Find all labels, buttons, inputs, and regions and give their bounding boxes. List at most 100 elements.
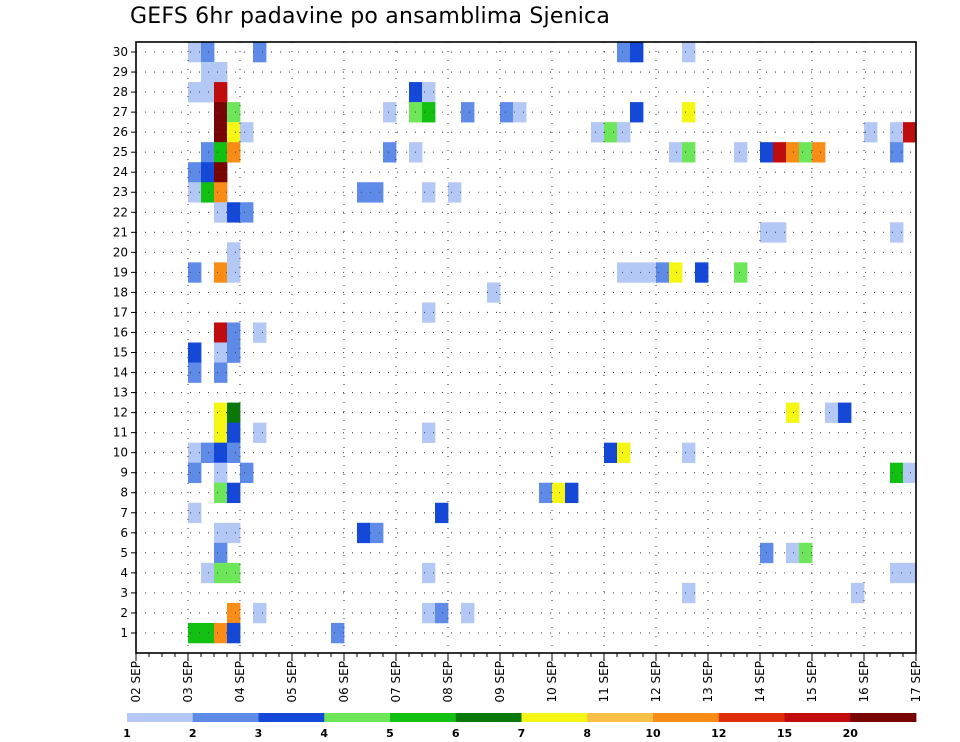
y-tick-label-11: 11	[113, 426, 128, 440]
colorbar-swatch-8	[587, 713, 654, 722]
cell-member-15-step-5	[188, 342, 202, 363]
cell-member-2-step-23	[422, 602, 436, 624]
cell-member-21-step-50	[773, 222, 787, 243]
colorbar-swatch-11	[784, 713, 851, 722]
x-tick-label-4: 06 SEP	[337, 661, 351, 703]
cell-member-23-step-23	[422, 182, 436, 203]
cell-member-1-step-16	[331, 622, 345, 644]
colorbar-label-6: 6	[452, 727, 460, 740]
cell-member-22-step-9	[240, 202, 254, 223]
cell-member-11-step-10	[253, 422, 267, 443]
cell-member-27-step-43	[682, 102, 696, 123]
cell-member-1-step-7	[214, 622, 228, 644]
cell-member-25-step-43	[682, 142, 696, 163]
cell-member-10-step-6	[201, 442, 215, 463]
cell-member-10-step-37	[604, 442, 618, 463]
cell-member-27-step-23	[422, 102, 436, 123]
colorbar-label-2: 2	[189, 727, 197, 740]
cell-member-26-step-37	[604, 122, 618, 143]
cell-member-14-step-5	[188, 362, 202, 383]
y-tick-label-8: 8	[120, 486, 128, 500]
cell-member-4-step-23	[422, 562, 436, 584]
cell-member-19-step-7	[214, 262, 228, 283]
cell-member-16-step-8	[227, 322, 241, 343]
y-tick-label-29: 29	[113, 65, 128, 79]
cell-member-25-step-50	[773, 142, 787, 163]
cell-member-5-step-51	[786, 542, 800, 564]
y-tick-label-12: 12	[113, 406, 128, 420]
x-tick-label-5: 07 SEP	[389, 661, 403, 703]
colorbar-swatch-3	[258, 713, 325, 722]
cell-member-25-step-6	[201, 142, 215, 163]
y-tick-label-7: 7	[120, 506, 128, 520]
y-tick-label-15: 15	[113, 346, 128, 360]
cell-member-16-step-7	[214, 322, 228, 343]
cell-member-29-step-6	[201, 62, 215, 83]
y-tick-label-10: 10	[113, 446, 128, 460]
cell-member-28-step-6	[201, 82, 215, 103]
colorbar-swatch-6	[455, 713, 522, 722]
cell-member-4-step-7	[214, 562, 228, 584]
cell-member-1-step-5	[188, 622, 202, 644]
colorbar-label-15: 15	[777, 727, 792, 740]
cell-member-25-step-59	[890, 142, 904, 163]
cell-member-4-step-60	[903, 562, 917, 584]
cell-member-25-step-42	[669, 142, 683, 163]
cell-member-23-step-7	[214, 182, 228, 203]
x-tick-label-13: 15 SEP	[805, 661, 819, 703]
cell-member-27-step-30	[513, 102, 527, 123]
y-tick-label-21: 21	[113, 225, 128, 239]
cell-member-26-step-9	[240, 122, 254, 143]
x-tick-label-6: 08 SEP	[441, 661, 455, 703]
cell-member-10-step-38	[617, 442, 631, 463]
cell-member-6-step-8	[227, 522, 241, 544]
cell-member-24-step-6	[201, 162, 215, 183]
cell-member-26-step-36	[591, 122, 605, 143]
cell-member-19-step-47	[734, 262, 748, 283]
cell-member-29-step-7	[214, 62, 228, 83]
cell-member-28-step-23	[422, 82, 436, 103]
cell-member-9-step-9	[240, 462, 254, 484]
y-tick-label-5: 5	[120, 546, 128, 560]
colorbar-label-10: 10	[645, 727, 661, 740]
y-tick-label-19: 19	[113, 265, 128, 279]
cell-member-25-step-7	[214, 142, 228, 163]
y-tick-label-17: 17	[113, 305, 128, 319]
cell-member-7-step-24	[435, 502, 449, 524]
y-tick-label-13: 13	[113, 386, 128, 400]
cell-member-11-step-8	[227, 422, 241, 443]
cell-member-9-step-60	[903, 462, 917, 484]
x-tick-label-15: 17 SEP	[909, 661, 923, 703]
x-tick-label-12: 14 SEP	[753, 661, 767, 703]
cell-member-12-step-54	[825, 402, 839, 423]
cell-member-11-step-7	[214, 422, 228, 443]
cell-member-8-step-8	[227, 482, 241, 504]
cell-member-11-step-23	[422, 422, 436, 443]
y-tick-label-2: 2	[120, 606, 128, 620]
y-tick-label-16: 16	[113, 325, 128, 339]
x-tick-label-11: 13 SEP	[701, 661, 715, 703]
colorbar-swatch-9	[653, 713, 720, 722]
y-tick-label-24: 24	[113, 165, 128, 179]
cell-member-30-step-39	[630, 42, 644, 63]
cell-member-19-step-39	[630, 262, 644, 283]
cell-member-1-step-6	[201, 622, 215, 644]
colorbar-swatch-10	[718, 713, 785, 722]
cell-member-30-step-43	[682, 42, 696, 63]
cell-member-25-step-53	[812, 142, 826, 163]
y-tick-label-23: 23	[113, 185, 128, 199]
cell-member-27-step-8	[227, 102, 241, 123]
cell-member-25-step-51	[786, 142, 800, 163]
x-tick-label-3: 05 SEP	[285, 661, 299, 703]
y-tick-label-22: 22	[113, 205, 128, 219]
cell-member-3-step-43	[682, 582, 696, 604]
y-tick-label-28: 28	[113, 85, 128, 99]
cell-member-25-step-52	[799, 142, 813, 163]
y-tick-label-6: 6	[120, 526, 128, 540]
colorbar-label-4: 4	[320, 727, 328, 740]
cell-member-10-step-7	[214, 442, 228, 463]
cell-member-12-step-8	[227, 402, 241, 423]
chart-title: GEFS 6hr padavine po ansamblima Sjenica	[130, 4, 611, 29]
cell-member-19-step-5	[188, 262, 202, 283]
cell-member-8-step-34	[565, 482, 579, 504]
